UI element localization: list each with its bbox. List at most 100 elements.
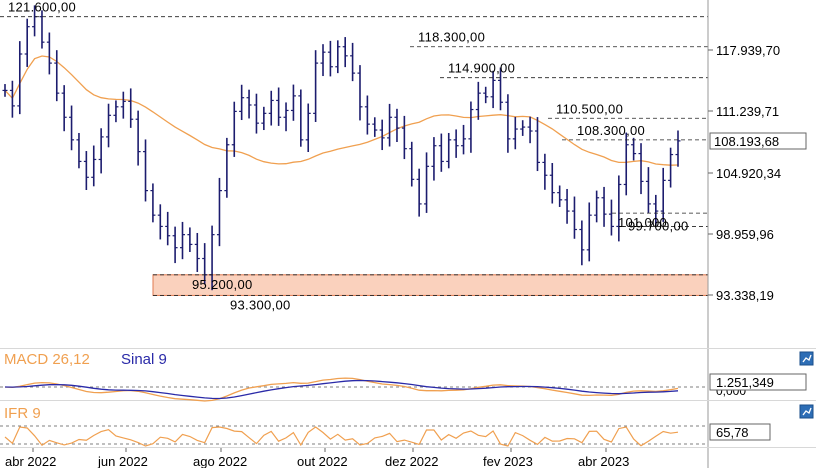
level-label: 108.300,00: [577, 123, 645, 138]
price-bar: [157, 204, 163, 240]
level-label: 110.500,00: [556, 101, 623, 116]
macd-value-label: 1.251,349: [716, 375, 774, 390]
level-label: 99.700,00: [628, 218, 689, 233]
date-tick-label: abr 2022: [5, 454, 56, 468]
price-bar: [453, 129, 459, 158]
date-tick-label: ago 2022: [193, 454, 247, 468]
price-bar: [298, 89, 304, 147]
price-bar: [594, 190, 600, 223]
price-bar: [564, 188, 570, 224]
macd-value-box: [709, 373, 807, 391]
macd-settings-icon[interactable]: [799, 351, 814, 366]
price-bar: [106, 103, 112, 148]
price-bar: [276, 87, 282, 126]
price-bar: [150, 183, 156, 223]
price-tick-label: 93.338,19: [716, 288, 774, 303]
price-bar: [653, 194, 659, 226]
current-price-box: [709, 132, 807, 150]
price-bar: [364, 95, 370, 135]
price-bar: [194, 232, 200, 272]
price-bar: [527, 116, 533, 144]
rsi-value-label: 65,78: [716, 425, 749, 440]
price-tick-label: 104.920,34: [716, 166, 781, 181]
price-bar: [320, 44, 326, 77]
price-bar: [83, 151, 89, 190]
macd-signal-title: Sinal 9: [121, 351, 167, 368]
price-bar: [76, 132, 82, 169]
rsi-settings-icon[interactable]: [799, 404, 814, 419]
price-tick-label: 117.939,70: [716, 43, 780, 58]
signal-line: [4, 379, 679, 400]
price-bar: [239, 84, 245, 121]
price-bar: [394, 108, 400, 143]
price-bar: [387, 103, 393, 147]
price-bar: [39, 10, 45, 49]
price-bar: [409, 141, 415, 187]
price-bar: [520, 120, 526, 136]
price-bar: [416, 168, 422, 217]
price-bar: [187, 227, 193, 253]
date-tick-label: jun 2022: [97, 454, 148, 468]
price-bar: [424, 152, 430, 213]
price-bar: [313, 50, 319, 122]
price-bar: [431, 137, 437, 181]
price-bar: [91, 145, 97, 187]
price-bar: [253, 93, 259, 134]
price-bar: [17, 41, 23, 115]
price-bar: [165, 211, 171, 246]
date-tick-label: out 2022: [297, 454, 348, 468]
level-label: 118.300,00: [418, 30, 485, 45]
price-bar: [668, 147, 674, 188]
price-bar: [468, 101, 474, 153]
price-bar: [231, 101, 237, 157]
price-bar: [69, 105, 75, 151]
date-tick-label: abr 2023: [578, 454, 629, 468]
price-bar: [579, 220, 585, 266]
price-bar: [135, 110, 141, 166]
level-label: 121.600,00: [8, 0, 76, 15]
price-bar: [660, 167, 666, 222]
level-label: 95.200,00: [192, 277, 253, 292]
macd-panel: MACD 26,12 Sinal 9 0,000 1.251,349: [0, 351, 814, 402]
price-bar: [246, 89, 252, 119]
price-bar: [268, 90, 274, 126]
price-bar: [261, 106, 267, 131]
price-axis: 117.939,70 111.239,71 104.920,34 98.959,96 9…: [708, 43, 781, 303]
rsi-title: IFR 9: [4, 405, 41, 422]
price-bar: [512, 116, 518, 150]
price-bar: [24, 18, 30, 67]
price-bar: [379, 119, 385, 151]
price-bar: [9, 80, 15, 118]
price-bar: [172, 226, 178, 264]
date-axis: abr 2022 jun 2022 ago 2022 out 2022 dez 2022…: [5, 448, 629, 468]
price-bar: [224, 137, 230, 198]
macd-title: MACD 26,12: [4, 351, 90, 368]
price-bar: [335, 40, 341, 74]
price-bar: [490, 70, 496, 109]
price-bar: [54, 50, 60, 102]
price-tick-label: 98.959,96: [716, 227, 774, 242]
current-price-label: 108.193,68: [714, 134, 779, 149]
price-bar: [631, 137, 637, 161]
price-bar: [2, 84, 8, 97]
price-bar: [498, 67, 504, 111]
price-bar: [128, 88, 134, 128]
price-bar: [327, 40, 333, 77]
price-bar: [623, 132, 629, 196]
price-bar: [98, 128, 104, 174]
price-bar: [113, 100, 119, 123]
price-tick-label: 111.239,71: [716, 104, 779, 119]
rsi-value-box: [709, 423, 771, 441]
price-bar: [601, 186, 607, 227]
macd-line: [4, 377, 679, 402]
price-bar: [372, 117, 378, 137]
price-bar: [461, 124, 467, 155]
date-tick-label: fev 2023: [483, 454, 533, 468]
price-bar: [483, 86, 489, 104]
price-bar: [143, 139, 149, 202]
price-bar: [571, 196, 577, 239]
level-label: 93.300,00: [230, 297, 291, 312]
level-label: 114.900,00: [448, 61, 515, 76]
